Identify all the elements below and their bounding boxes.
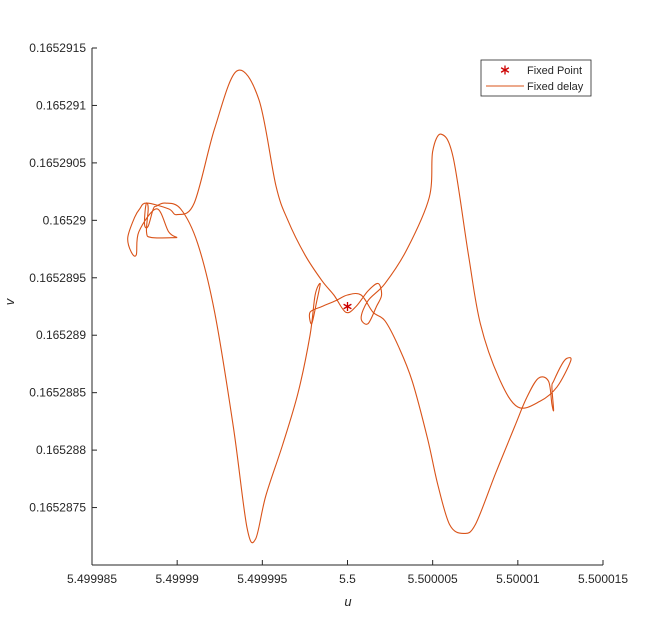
legend: Fixed Point Fixed delay	[480, 59, 592, 97]
legend-label-fixed-delay: Fixed delay	[527, 81, 584, 93]
asterisk-stroke	[343, 303, 352, 310]
series-line-fixed-delay	[127, 69, 572, 544]
legend-label-fixed-point: Fixed Point	[527, 65, 582, 77]
y-tick-label: 0.1652895	[29, 271, 86, 285]
legend-item-fixed-delay: Fixed delay	[486, 81, 584, 93]
x-tick-label: 5.50001	[496, 572, 540, 586]
x-tick-label: 5.499995	[237, 572, 287, 586]
asterisk-stroke	[500, 67, 510, 73]
x-tick-label: 5.500005	[408, 572, 458, 586]
y-axis-label: v	[2, 297, 17, 305]
y-tick-label: 0.165289	[36, 328, 86, 342]
y-tick-label: 0.1652905	[29, 156, 86, 170]
x-tick-label: 5.49999	[155, 572, 199, 586]
x-tick-label: 5.499985	[67, 572, 117, 586]
y-tick-label: 0.165288	[36, 443, 86, 457]
legend-box	[480, 59, 592, 97]
legend-marker-asterisk-icon	[500, 65, 510, 75]
y-tick-label: 0.16529	[43, 213, 87, 227]
y-tick-label: 0.1652875	[29, 501, 86, 515]
legend-asterisk-icon	[500, 65, 510, 75]
legend-item-fixed-point: Fixed Point	[500, 65, 582, 77]
x-ticks: 5.499985 5.49999 5.499995 5.5 5.500005 5.5000…	[67, 560, 628, 586]
x-axis-label: u	[344, 594, 351, 609]
x-tick-label: 5.500015	[578, 572, 628, 586]
y-tick-label: 0.1652915	[29, 41, 86, 55]
fixed-point-marker	[343, 302, 352, 311]
x-tick-label: 5.5	[339, 572, 356, 586]
plot-area: 5.499985 5.49999 5.499995 5.5 5.500005 5.5000…	[29, 41, 628, 586]
y-tick-label: 0.1652885	[29, 386, 86, 400]
data-layer	[127, 69, 572, 544]
y-ticks: 0.1652875 0.165288 0.1652885 0.165289 0.1652…	[29, 41, 97, 515]
y-tick-label: 0.165291	[36, 98, 86, 112]
